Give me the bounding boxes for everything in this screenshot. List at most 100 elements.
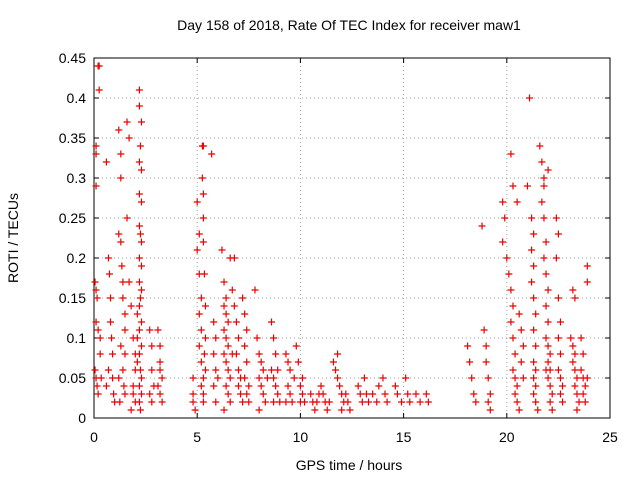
data-point — [577, 334, 585, 342]
data-point — [542, 302, 550, 310]
data-point — [464, 342, 472, 350]
data-point — [224, 318, 232, 326]
data-point — [133, 358, 141, 366]
data-point — [137, 390, 145, 398]
data-point — [200, 270, 208, 278]
data-point — [270, 374, 278, 382]
data-point — [556, 318, 564, 326]
x-axis-label: GPS time / hours — [296, 457, 403, 473]
data-point — [381, 390, 389, 398]
data-point — [119, 278, 127, 286]
data-point — [135, 350, 143, 358]
data-point — [245, 382, 253, 390]
data-point — [108, 334, 116, 342]
data-point — [523, 182, 531, 190]
data-point — [546, 350, 554, 358]
data-point — [117, 174, 125, 182]
data-point — [118, 262, 126, 270]
data-point — [501, 214, 509, 222]
data-point — [199, 190, 207, 198]
data-point — [135, 382, 143, 390]
data-point — [268, 366, 276, 374]
data-point — [307, 390, 315, 398]
data-point — [544, 342, 552, 350]
data-point — [193, 246, 201, 254]
data-point — [125, 134, 133, 142]
data-point — [218, 246, 226, 254]
data-point — [532, 398, 540, 406]
x-tick-label: 25 — [602, 429, 618, 445]
data-point — [212, 398, 220, 406]
data-point — [154, 326, 162, 334]
data-point — [135, 254, 143, 262]
data-point — [519, 374, 527, 382]
data-point — [263, 374, 271, 382]
data-point — [201, 302, 209, 310]
data-point — [581, 382, 589, 390]
axis-ticks: 0 0.05 0.1 0.15 0.2 0.25 0.3 0.35 0.4 0.45 0 5 10 15 2… — [59, 50, 618, 445]
data-point — [484, 398, 492, 406]
data-point — [137, 262, 145, 270]
data-point — [200, 350, 208, 358]
y-tick-label: 0.25 — [59, 210, 86, 226]
data-point — [515, 310, 523, 318]
data-point — [191, 406, 199, 414]
data-point — [319, 390, 327, 398]
data-point — [532, 342, 540, 350]
data-point — [571, 294, 579, 302]
data-point — [199, 390, 207, 398]
data-point — [135, 398, 143, 406]
data-point — [286, 390, 294, 398]
data-point — [346, 406, 354, 414]
data-point — [334, 350, 342, 358]
data-point — [540, 182, 548, 190]
data-point — [373, 398, 381, 406]
data-point — [136, 366, 144, 374]
data-point — [530, 358, 538, 366]
data-point — [511, 350, 519, 358]
data-point — [336, 382, 344, 390]
data-point — [301, 398, 309, 406]
data-point — [239, 294, 247, 302]
data-point — [470, 390, 478, 398]
data-point — [220, 278, 228, 286]
data-point — [507, 318, 515, 326]
data-point — [208, 150, 216, 158]
data-point — [375, 382, 383, 390]
data-point — [255, 406, 263, 414]
data-point — [486, 406, 494, 414]
data-point — [220, 406, 228, 414]
data-point — [115, 126, 123, 134]
data-point — [117, 238, 125, 246]
data-point — [136, 230, 144, 238]
data-point — [95, 86, 103, 94]
data-point — [239, 398, 247, 406]
data-point — [133, 334, 141, 342]
data-point — [509, 182, 517, 190]
data-point — [135, 86, 143, 94]
data-point — [135, 302, 143, 310]
data-point — [288, 398, 296, 406]
data-point — [116, 398, 124, 406]
data-point — [424, 398, 432, 406]
data-point — [499, 238, 507, 246]
data-point — [331, 366, 339, 374]
data-point — [199, 214, 207, 222]
data-point — [540, 174, 548, 182]
data-point — [199, 374, 207, 382]
data-point — [220, 302, 228, 310]
data-point — [137, 118, 145, 126]
data-point — [573, 374, 581, 382]
data-point — [189, 374, 197, 382]
data-point — [334, 374, 342, 382]
data-point — [556, 374, 564, 382]
data-point — [282, 350, 290, 358]
data-point — [96, 334, 104, 342]
data-point — [195, 310, 203, 318]
data-point — [234, 382, 242, 390]
data-point — [540, 254, 548, 262]
data-point — [135, 102, 143, 110]
data-point — [552, 254, 560, 262]
data-point — [119, 366, 127, 374]
